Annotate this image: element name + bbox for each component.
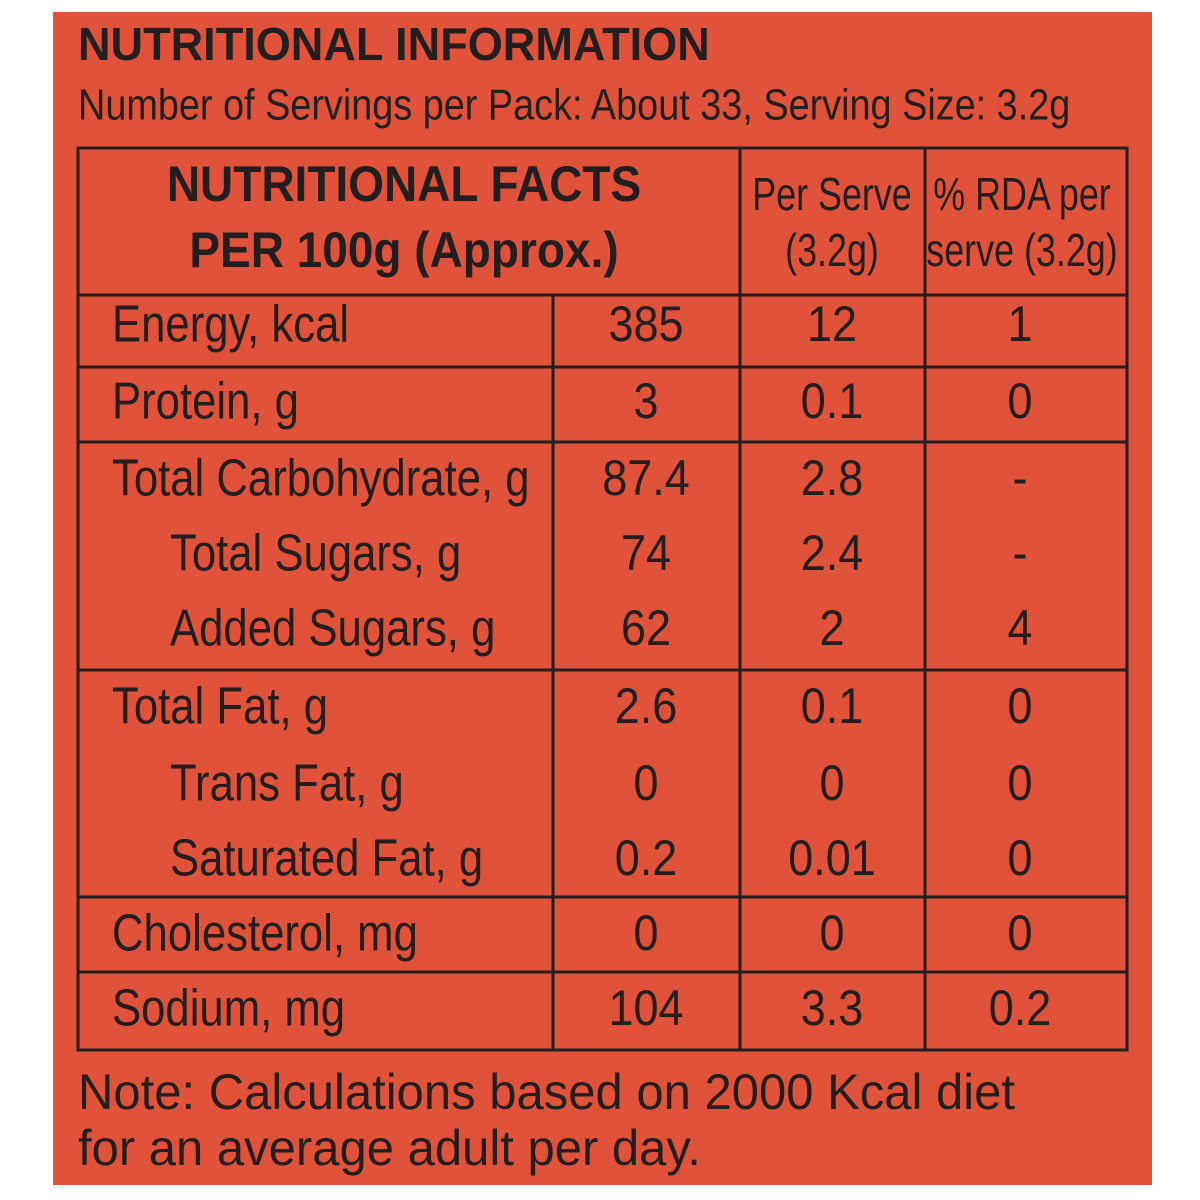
note: Note: Calculations based on 2000 Kcal di… [78, 1065, 1015, 1121]
cell-value: 0.1 [801, 679, 864, 735]
cell-value: 2.6 [615, 679, 678, 735]
row-label: Protein, g [112, 373, 299, 430]
column-header: Per Serve [752, 169, 912, 220]
cell-value: 74 [621, 526, 671, 582]
cell-value: 0.2 [615, 831, 678, 887]
cell-value: 3.3 [801, 981, 864, 1037]
column-header: % RDA per [933, 169, 1111, 220]
cell-value: 0.01 [788, 831, 876, 887]
cell-value: 0 [1007, 756, 1032, 812]
cell-value: 4 [1007, 601, 1032, 657]
cell-value: 2 [819, 601, 844, 657]
cell-value: 12 [807, 297, 857, 353]
row-label: Cholesterol, mg [112, 905, 418, 962]
row-label: Total Carbohydrate, g [112, 450, 530, 507]
cell-value: - [1013, 526, 1028, 582]
cell-value: 0 [633, 906, 658, 962]
column-header: serve (3.2g) [926, 225, 1117, 276]
cell-value: 0 [819, 906, 844, 962]
cell-value: 0.2 [989, 981, 1052, 1037]
cell-value: 0 [819, 756, 844, 812]
column-header: NUTRITIONAL FACTS [167, 157, 641, 212]
label-background [53, 12, 1152, 1185]
cell-value: 3 [633, 374, 658, 430]
cell-value: 385 [608, 297, 683, 353]
column-header: PER 100g (Approx.) [189, 223, 618, 278]
row-label: Total Fat, g [112, 678, 328, 735]
row-label: Saturated Fat, g [170, 830, 483, 887]
row-label: Trans Fat, g [170, 755, 404, 812]
cell-value: 0 [633, 756, 658, 812]
row-label: Sodium, mg [112, 980, 345, 1037]
cell-value: 104 [608, 981, 683, 1037]
cell-value: 2.4 [801, 526, 864, 582]
subtitle: Number of Servings per Pack: About 33, S… [78, 80, 1070, 129]
cell-value: 1 [1007, 297, 1032, 353]
row-label: Total Sugars, g [170, 525, 461, 582]
cell-value: 0 [1007, 679, 1032, 735]
cell-value: 62 [621, 601, 671, 657]
title: NUTRITIONAL INFORMATION [78, 19, 710, 71]
cell-value: - [1013, 451, 1028, 507]
cell-value: 0 [1007, 374, 1032, 430]
row-label: Energy, kcal [112, 296, 349, 353]
cell-value: 0 [1007, 831, 1032, 887]
cell-value: 0 [1007, 906, 1032, 962]
note: for an average adult per day. [78, 1121, 701, 1177]
cell-value: 0.1 [801, 374, 864, 430]
column-header: (3.2g) [785, 225, 879, 276]
table-border [76, 146, 1129, 1052]
cell-value: 87.4 [602, 451, 690, 507]
row-label: Added Sugars, g [170, 600, 495, 657]
cell-value: 2.8 [801, 451, 864, 507]
